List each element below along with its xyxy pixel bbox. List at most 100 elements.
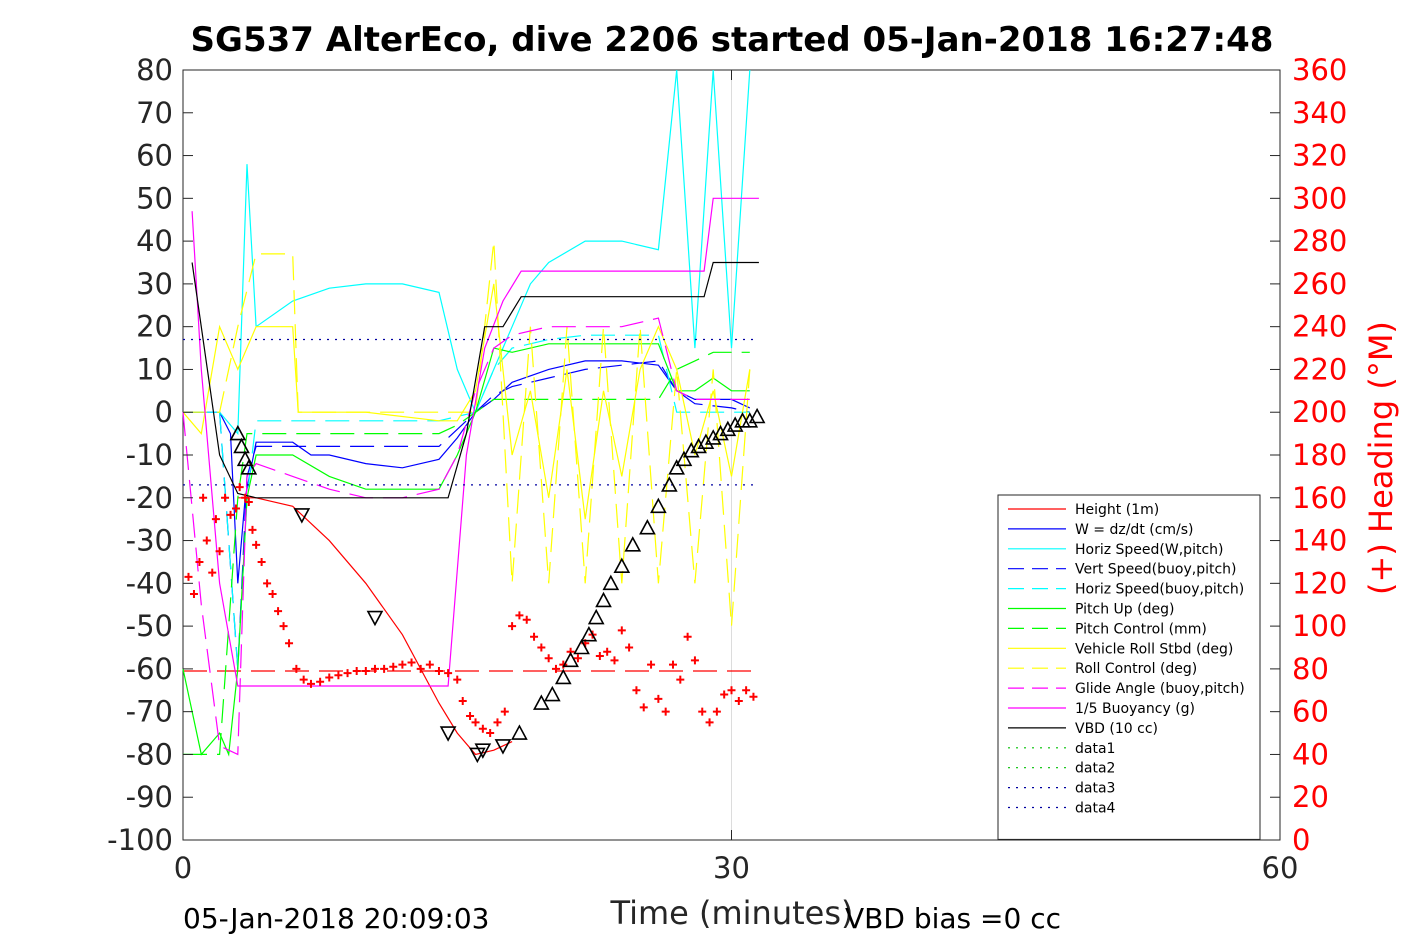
right-tick-label: 300	[1292, 181, 1347, 215]
heading-point	[215, 547, 224, 556]
heading-point	[268, 590, 277, 599]
depth-marker	[726, 416, 744, 432]
depth-marker	[554, 668, 572, 685]
heading-point	[325, 673, 334, 682]
depth-marker	[613, 557, 631, 574]
heading-point	[241, 493, 250, 502]
depth-marker	[639, 519, 656, 535]
heading-point	[370, 664, 379, 673]
left-tick-label: 0	[155, 395, 173, 429]
left-tick-label: -70	[126, 695, 173, 729]
heading-point	[380, 664, 389, 673]
depth-marker	[233, 437, 250, 454]
left-tick-label: -90	[126, 780, 173, 814]
left-tick-label: 70	[136, 96, 173, 130]
x-tick-label: 0	[174, 851, 192, 885]
left-tick-label: 10	[136, 352, 173, 386]
chart-title: SG537 AlterEco, dive 2206 started 05-Jan…	[191, 20, 1274, 60]
right-tick-label: 220	[1292, 352, 1347, 386]
heading-point	[466, 711, 475, 720]
heading-point	[559, 660, 568, 669]
heading-point	[316, 677, 325, 686]
left-tick-label: -20	[126, 481, 173, 515]
depth-marker	[690, 437, 707, 454]
heading-point	[720, 690, 729, 699]
depth-marker	[624, 536, 642, 552]
right-tick-label: 240	[1292, 310, 1347, 344]
depth-marker	[533, 694, 550, 710]
heading-point	[235, 483, 244, 492]
depth-markers	[229, 407, 766, 764]
heading-point	[647, 660, 656, 669]
axes: 80706050403020100-10-20-30-40-50-60-70-8…	[107, 53, 1347, 885]
heading-point	[195, 557, 204, 566]
depth-marker	[573, 638, 590, 655]
heading-point	[232, 504, 241, 513]
depth-marker	[439, 726, 457, 742]
right-tick-label: 0	[1292, 823, 1310, 857]
heading-point	[389, 662, 398, 671]
heading-point	[398, 660, 407, 669]
heading-point	[508, 622, 517, 631]
heading-point	[199, 493, 208, 502]
depth-marker	[580, 625, 598, 642]
heading-point	[444, 669, 453, 678]
left-tick-label: -40	[126, 566, 173, 600]
heading-point	[226, 510, 235, 519]
heading-point	[478, 724, 487, 733]
x-axis-label: Time (minutes)	[610, 894, 854, 932]
heading-point	[361, 667, 370, 676]
depth-marker	[511, 724, 528, 740]
legend-label: Horiz Speed(buoy,pitch)	[1075, 582, 1244, 598]
heading-point	[683, 632, 692, 641]
heading-point	[603, 647, 612, 656]
left-tick-label: 50	[136, 181, 173, 215]
heading-point	[244, 498, 253, 507]
right-tick-label: 80	[1292, 652, 1329, 686]
right-tick-label: 60	[1292, 695, 1329, 729]
left-tick-label: -100	[107, 823, 173, 857]
heading-point	[211, 515, 220, 524]
x-tick-label: 30	[713, 851, 750, 885]
legend-label: Vert Speed(buoy,pitch)	[1075, 562, 1237, 578]
legend-label: Glide Angle (buoy,pitch)	[1075, 681, 1245, 697]
depth-marker	[494, 739, 512, 755]
x-tick-label: 60	[1262, 851, 1299, 885]
heading-point	[407, 658, 416, 667]
series-line-9	[183, 241, 751, 627]
legend-box	[997, 494, 1261, 840]
series-line-8	[182, 283, 751, 520]
heading-point	[500, 707, 509, 716]
heading-point	[595, 652, 604, 661]
left-tick-label: -80	[126, 737, 173, 771]
heading-point	[727, 686, 736, 695]
depth-marker	[704, 429, 722, 445]
left-tick-label: -10	[126, 438, 173, 472]
series-line-12	[191, 261, 759, 499]
right-tick-label: 40	[1292, 737, 1329, 771]
depth-marker	[474, 743, 492, 759]
depth-marker	[602, 574, 620, 591]
heading-point	[493, 718, 502, 727]
right-tick-label: 280	[1292, 224, 1347, 258]
depth-marker	[366, 610, 384, 627]
right-tick-label: 320	[1292, 139, 1347, 173]
heading-point	[617, 626, 626, 635]
heading-point	[742, 686, 751, 695]
depth-marker	[240, 459, 258, 475]
legend-label: Vehicle Roll Stbd (deg)	[1075, 641, 1233, 657]
heading-point	[416, 664, 425, 673]
depth-marker	[719, 420, 737, 437]
heading-point	[734, 696, 743, 705]
heading-point	[530, 632, 539, 641]
legend-label: VBD (10 cc)	[1075, 721, 1158, 737]
heading-point	[189, 590, 198, 599]
legend-label: Horiz Speed(W,pitch)	[1075, 542, 1223, 558]
left-tick-label: -50	[126, 609, 173, 643]
left-tick-label: 30	[136, 267, 173, 301]
right-tick-label: 360	[1292, 53, 1347, 87]
legend-label: Pitch Control (mm)	[1075, 621, 1207, 637]
heading-point	[221, 493, 230, 502]
right-tick-label: 200	[1292, 395, 1347, 429]
